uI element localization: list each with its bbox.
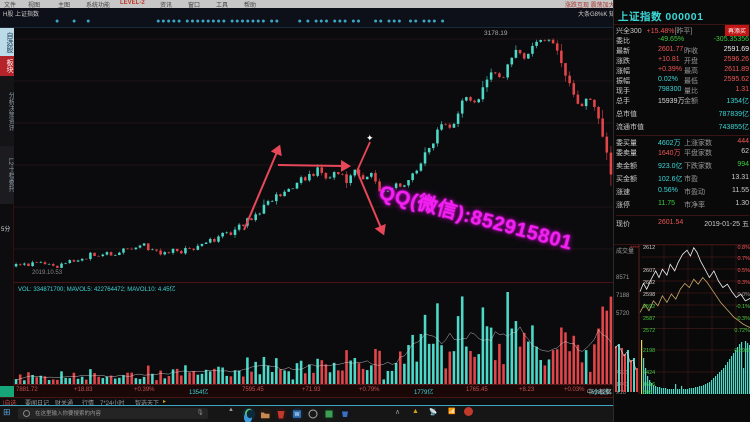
svg-text:✦: ✦ [366,133,374,143]
svg-text:W: W [295,412,300,418]
